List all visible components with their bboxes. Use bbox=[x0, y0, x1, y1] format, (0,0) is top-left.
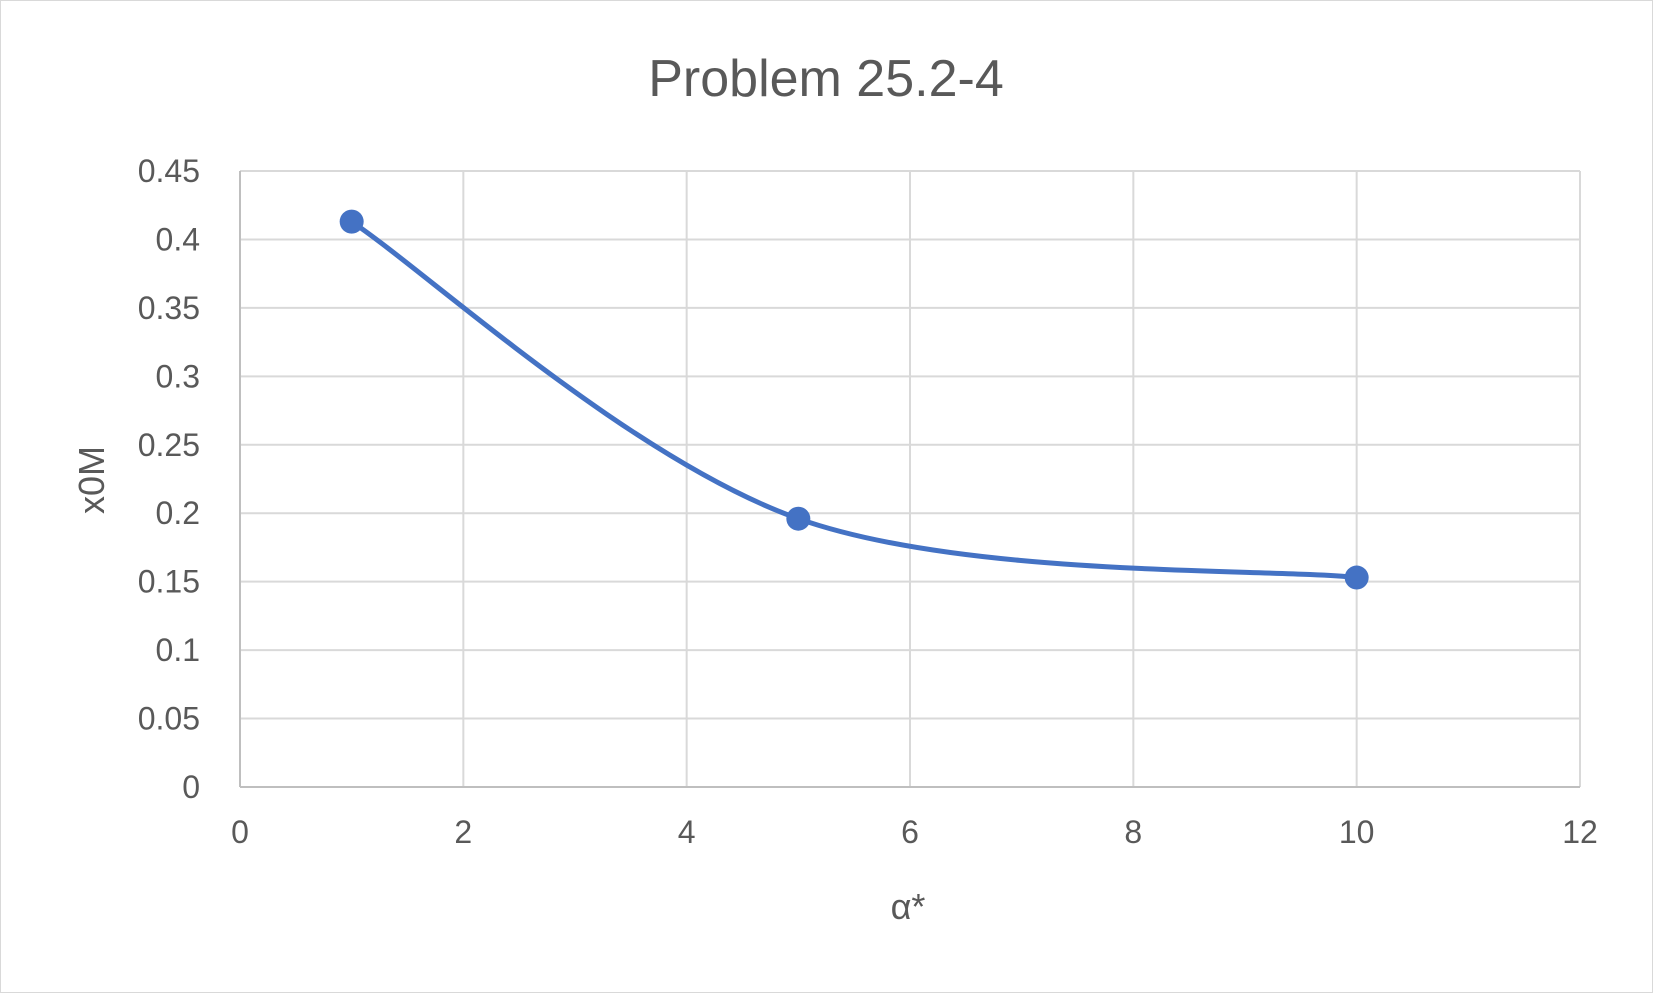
y-tick-label-0: 0 bbox=[182, 769, 200, 805]
tick-labels: 0 0.05 0.1 0.15 0.2 0.25 0.3 0.35 0.4 0.45 0 2 4 6 8 10… bbox=[138, 153, 1598, 850]
x-tick-label-4: 8 bbox=[1124, 814, 1142, 850]
x-tick-label-1: 2 bbox=[454, 814, 472, 850]
y-tick-label-3: 0.15 bbox=[138, 564, 200, 600]
x-tick-label-5: 10 bbox=[1339, 814, 1375, 850]
y-tick-label-7: 0.35 bbox=[138, 290, 200, 326]
y-tick-label-8: 0.4 bbox=[156, 221, 200, 257]
y-tick-label-2: 0.1 bbox=[156, 632, 200, 668]
x-axis-title: α* bbox=[891, 886, 926, 927]
x-tick-label-0: 0 bbox=[231, 814, 249, 850]
y-tick-label-4: 0.2 bbox=[156, 495, 200, 531]
y-tick-label-5: 0.25 bbox=[138, 427, 200, 463]
y-tick-label-6: 0.3 bbox=[156, 358, 200, 394]
gridlines bbox=[240, 170, 1581, 787]
y-tick-label-9: 0.45 bbox=[138, 153, 200, 189]
x-tick-label-2: 4 bbox=[678, 814, 696, 850]
axes bbox=[239, 171, 1580, 788]
x-tick-label-3: 6 bbox=[901, 814, 919, 850]
y-tick-label-1: 0.05 bbox=[138, 701, 200, 737]
series-line-0 bbox=[349, 219, 1360, 581]
y-axis-title: x0M bbox=[71, 446, 112, 514]
data-point-2 bbox=[1344, 565, 1369, 590]
series-group bbox=[339, 209, 1369, 590]
x-tick-label-6: 12 bbox=[1562, 814, 1598, 850]
data-point-0 bbox=[339, 209, 364, 234]
chart-title: Problem 25.2-4 bbox=[648, 50, 1004, 108]
data-point-1 bbox=[786, 506, 811, 531]
